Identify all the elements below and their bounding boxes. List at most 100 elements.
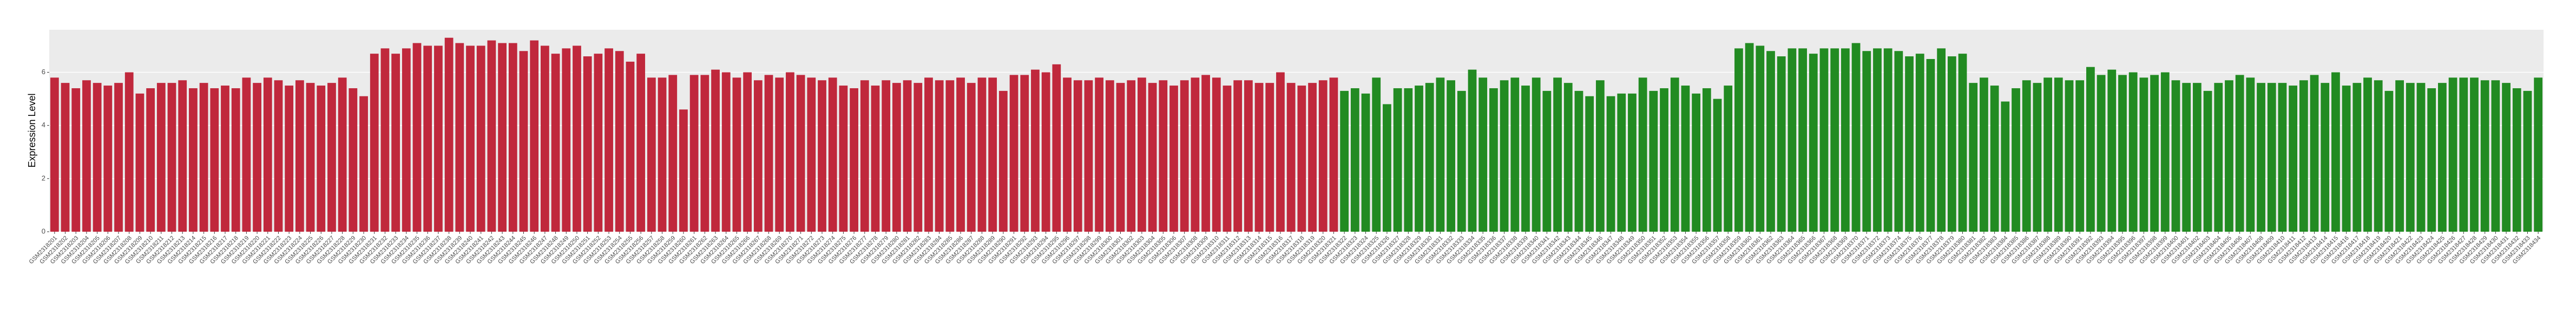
bar (1233, 80, 1243, 232)
bar (1724, 86, 1733, 232)
bar (977, 77, 987, 232)
bar (1212, 77, 1221, 232)
bar (508, 43, 517, 232)
bar (1649, 90, 1658, 232)
bar (573, 45, 581, 232)
bar (903, 80, 912, 232)
bar (1809, 54, 1818, 232)
bar (1937, 48, 1946, 232)
bar (455, 43, 464, 232)
bar (1297, 86, 1306, 232)
bar (2246, 77, 2255, 232)
bar (2150, 75, 2159, 232)
bar (1201, 75, 1210, 232)
bar (1436, 77, 1445, 232)
bar (615, 51, 624, 232)
bar (2043, 77, 2052, 232)
bar (434, 45, 443, 232)
bar (295, 80, 304, 232)
bar (402, 48, 411, 232)
bar (1350, 88, 1359, 232)
bar (1926, 58, 1935, 232)
bar (1073, 80, 1082, 232)
bar (2054, 77, 2063, 232)
plot-panel (49, 30, 2544, 232)
bar (2257, 83, 2265, 232)
bar (1127, 80, 1136, 232)
bar (178, 80, 187, 232)
bar (1841, 48, 1850, 232)
bar (1702, 88, 1711, 232)
bar (1788, 48, 1797, 232)
bar (242, 77, 251, 232)
bar (1766, 51, 1775, 232)
bar (1681, 86, 1690, 232)
bar (1692, 93, 1701, 232)
bar (892, 83, 901, 232)
bar (2395, 80, 2404, 232)
bar (61, 83, 70, 232)
bar (1670, 77, 1679, 232)
bar (487, 40, 496, 232)
bar (711, 69, 720, 232)
bar (146, 88, 155, 232)
bar (1457, 90, 1466, 232)
bar (2278, 83, 2287, 232)
bar (721, 72, 731, 232)
bar (2502, 83, 2511, 232)
bar (1734, 48, 1743, 232)
bar (551, 54, 560, 232)
bar (135, 93, 144, 232)
bar (2225, 80, 2233, 232)
bar (199, 83, 208, 232)
bar (2470, 77, 2479, 232)
bar (850, 88, 858, 232)
bar (1563, 83, 1573, 232)
bar (1244, 80, 1253, 232)
bar (1254, 83, 1264, 232)
bar (1883, 48, 1892, 232)
bar (1393, 88, 1402, 232)
bar (1947, 56, 1956, 232)
bar (210, 88, 219, 232)
bar (317, 86, 326, 232)
bar (114, 83, 123, 232)
bar (668, 75, 678, 232)
bar (1798, 48, 1807, 232)
bar (1628, 93, 1637, 232)
bar (882, 80, 891, 232)
bar (786, 72, 794, 232)
bar (519, 51, 528, 232)
bar (221, 86, 229, 232)
bar (700, 75, 709, 232)
bar (1308, 83, 1317, 232)
bar (253, 83, 261, 232)
bar (2427, 88, 2436, 232)
bar (1329, 77, 1338, 232)
bar (2480, 80, 2489, 232)
bar (306, 83, 315, 232)
bar (1606, 96, 1615, 232)
bar (1223, 86, 1232, 232)
bar (1969, 83, 1978, 232)
bar (956, 77, 965, 232)
bar (1500, 80, 1509, 232)
bar (2075, 80, 2085, 232)
bar (1447, 80, 1455, 232)
bar (2384, 90, 2394, 232)
bar (988, 77, 997, 232)
bar (2374, 80, 2383, 232)
bar (1159, 80, 1168, 232)
bar (1542, 90, 1552, 232)
bar (1425, 83, 1434, 232)
bar (945, 80, 955, 232)
bar (1756, 45, 1765, 232)
bar (2214, 83, 2223, 232)
bar (2310, 75, 2319, 232)
bar (1180, 80, 1189, 232)
bar (2235, 75, 2244, 232)
bar (1638, 77, 1647, 232)
bar (689, 75, 699, 232)
bar (2107, 69, 2117, 232)
bar (562, 48, 571, 232)
